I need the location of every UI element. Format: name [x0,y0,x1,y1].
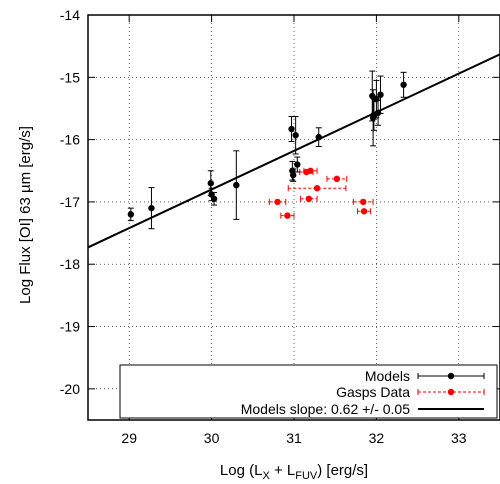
legend-label-models: Models [365,368,410,384]
y-tick-label: -14 [60,7,80,23]
gasps-marker [284,212,291,219]
y-tick-label: -16 [60,132,80,148]
x-tick-label: 30 [204,430,220,446]
x-tick-label: 32 [369,430,385,446]
model-data-point [315,127,322,147]
gasps-data-point [280,212,295,219]
gasps-data-point [356,208,372,215]
y-tick-label: -20 [60,381,80,397]
gasps-marker [333,175,341,183]
x-tick-label: 29 [121,430,137,446]
x-axis-label: Log (LX + LFUV) [erg/s] [220,462,368,482]
model-marker [294,161,301,168]
model-marker [289,171,297,179]
y-tick-label: -17 [60,194,80,210]
y-tick-label: -15 [60,69,80,85]
model-data-point [294,156,301,173]
model-data-point [377,75,384,114]
model-data-point [400,71,407,98]
gasps-marker [360,208,368,215]
legend-label-slope: Models slope: 0.62 +/- 0.05 [241,401,410,417]
legend: Models Gasps Data Models slope: 0.62 +/-… [119,364,498,419]
model-marker [292,132,299,139]
model-data-point [374,99,382,126]
x-tick-label: 33 [451,430,467,446]
gasps-data-point [300,195,318,203]
model-marker [207,180,214,187]
model-data-point [292,116,299,155]
model-marker [377,91,384,98]
model-data-point [127,207,135,222]
legend-label-gasps: Gasps Data [336,384,410,400]
y-tick-label: -18 [60,256,80,272]
legend-sample-models-marker [447,372,455,380]
fit-line [88,53,500,249]
model-data-point [233,150,240,220]
gasps-marker [274,198,281,206]
model-data-point [289,168,297,182]
gasps-data-point [287,185,347,192]
legend-sample-gasps-marker [447,388,455,396]
model-marker [288,125,295,133]
model-marker [315,133,322,141]
model-marker [148,204,155,212]
y-axis-label: Log Flux [OI] 63 µm [erg/s] [17,126,34,304]
gasps-marker [360,198,367,206]
model-data-point [210,192,218,206]
tick-labels: 29 30 31 32 33 -20 -19 -18 -17 -16 -15 -14 [60,7,467,446]
gasps-marker [307,167,314,174]
model-marker [127,211,135,218]
gasps-data-point [268,198,287,206]
gasps-marker [313,185,321,192]
y-tick-label: -19 [60,319,80,335]
model-marker [374,109,382,117]
gasps-marker [305,195,313,203]
x-tick-label: 31 [286,430,302,446]
model-marker [210,195,218,203]
data-points-layer [127,70,407,230]
model-marker [400,81,407,88]
model-marker [233,181,240,189]
fit-line-layer [88,53,500,249]
model-data-point [288,116,295,142]
gasps-data-point [326,175,348,183]
gasps-data-point [352,198,374,206]
legend-samples [417,372,485,410]
gasps-data-point [303,167,318,174]
model-data-point [148,187,155,230]
